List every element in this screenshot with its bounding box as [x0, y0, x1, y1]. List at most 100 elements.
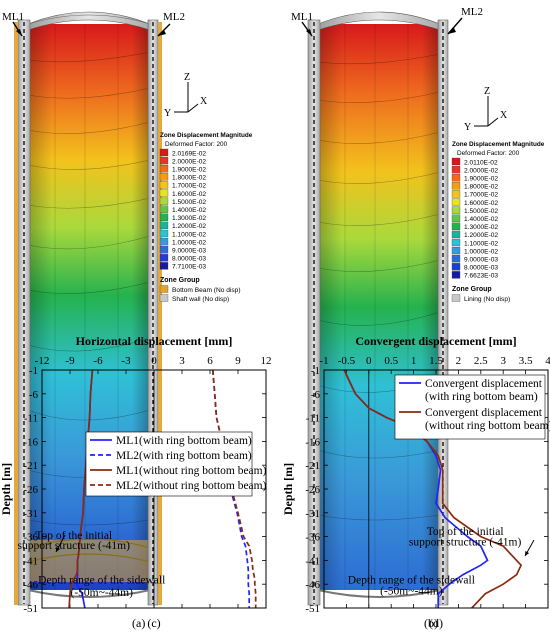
legend-swatch-b: [451, 255, 461, 263]
y-tick-label: -41: [305, 555, 320, 567]
legend-level-a: 1.4000E-02: [172, 207, 206, 214]
legend-swatch-a: [159, 246, 169, 254]
y-tick-label: -21: [23, 460, 38, 472]
y-tick-label: -16: [305, 436, 320, 448]
legend-level-b: 1.8000E-02: [464, 184, 498, 191]
annotation-text: (-50m~-44m): [71, 587, 134, 599]
legend-swatch-a: [159, 189, 169, 197]
legend-swatch-a: [159, 148, 169, 157]
x-tick-label: -1: [319, 355, 328, 367]
legend-level-a: 2.0000E-02: [172, 158, 206, 165]
series-line: [343, 370, 523, 608]
y-tick-label: -21: [305, 460, 320, 472]
legend-level-b: 1.4000E-02: [464, 216, 498, 223]
x-tick-label: 6: [207, 355, 213, 367]
annotation-text: support structure (-41m): [18, 540, 131, 552]
legend-swatch-a: [159, 262, 169, 270]
axis-y-label-b: Y: [464, 122, 471, 133]
legend-swatch-a: [159, 205, 169, 213]
series-group: [343, 370, 523, 608]
legend-level-b: 1.9000E-02: [464, 176, 498, 183]
legend-swatch-b: [451, 263, 461, 271]
axis-x-label-a: X: [200, 96, 208, 107]
y-tick-label: -36: [23, 532, 38, 544]
y-tick-label: -31: [305, 508, 320, 520]
legend-deformed-a: Deformed Factor: 200: [165, 141, 228, 148]
x-tick-label: 0: [366, 355, 372, 367]
annotation-text: (-50m~-44m): [380, 586, 443, 598]
chart-c: Horizontal displacement [mm] Depth [m] -12…: [0, 334, 272, 630]
x-tick-label: 12: [261, 355, 272, 367]
legend-level-a: 2.0169E-02: [172, 150, 206, 157]
y-tick-label: -1: [29, 365, 38, 377]
legend-swatch-b: [451, 271, 461, 279]
legend-level-b: 1.0000E-02: [464, 248, 498, 255]
legend-swatch-b: [451, 206, 461, 214]
x-axis-title: Convergent displacement [mm]: [355, 334, 516, 348]
legend-swatch-b: [451, 222, 461, 230]
x-tick-label: -12: [35, 355, 50, 367]
legend-swatch-b: [451, 165, 461, 174]
legend-swatch-a: [159, 213, 169, 221]
y-axis-title: Depth [m]: [0, 463, 13, 515]
legend-title-b: Zone Displacement Magnitude: [452, 141, 545, 148]
legend-box: [85, 431, 253, 497]
group-title-b: Zone Group: [452, 286, 492, 293]
legend-level-b: 1.2000E-02: [464, 232, 498, 239]
chart-d: Convergent displacement [mm]Depth [m]-1-…: [281, 334, 550, 630]
group-swatch-a: [159, 294, 169, 302]
annotation-arrow-d: [524, 539, 535, 557]
ml1-label-a: ML1: [2, 11, 24, 23]
legend-level-a: 1.3000E-02: [172, 215, 206, 222]
legend-swatch-b: [451, 230, 461, 239]
legend-level-a: 1.5000E-02: [172, 199, 206, 206]
group-label-b: Lining (No disp): [464, 296, 510, 303]
y-tick-label: -6: [311, 389, 321, 401]
x-tick-label: 1: [411, 355, 417, 367]
legend-swatch-a: [159, 181, 169, 189]
ml2-label-a: ML2: [163, 11, 185, 23]
annotation-arrow-c: [55, 534, 66, 553]
plot-frame: [323, 369, 549, 609]
legend-swatch-a: [159, 156, 169, 165]
y-tick-label: -11: [24, 413, 38, 425]
legend-swatch-a: [159, 237, 169, 246]
x-tick-label: -9: [65, 355, 75, 367]
legend-entry: Convergent displacement (with ring bottom…: [425, 378, 543, 403]
legend-deformed-b: Deformed Factor: 200: [457, 150, 520, 157]
y-axis-title: Depth [m]: [281, 463, 295, 515]
x-tick-label: 3: [179, 355, 185, 367]
legend-swatch-b: [451, 190, 461, 198]
legend-level-a: 1.6000E-02: [172, 191, 206, 198]
caption-d: (d): [429, 616, 443, 630]
legend-level-b: 1.1000E-02: [464, 240, 498, 247]
y-tick-label: -11: [306, 413, 320, 425]
ml2-label-b: ML2: [461, 6, 483, 18]
x-tick-label: 3: [500, 355, 506, 367]
x-tick-label: -6: [93, 355, 103, 367]
y-tick-label: -36: [305, 532, 320, 544]
axis-x-label-b: X: [500, 110, 508, 121]
annotation-text: Top of the initial: [427, 526, 504, 538]
legend-level-b: 2.0110E-02: [464, 159, 498, 166]
legend-level-b: 1.7000E-02: [464, 192, 498, 199]
ml2-arrow-b: [447, 17, 463, 35]
legend-level-b: 1.6000E-02: [464, 200, 498, 207]
legend-box: [394, 374, 546, 440]
legend-level-a: 1.8000E-02: [172, 175, 206, 182]
y-tick-label: -46: [23, 579, 38, 591]
axis-triad-b: [474, 96, 499, 127]
legend-level-b: 1.5000E-02: [464, 208, 498, 215]
x-tick-label: 2: [456, 355, 462, 367]
axis-y-label-a: Y: [164, 108, 171, 119]
chart-legend: Convergent displacement (with ring bottom…: [394, 374, 550, 440]
legend-level-a: 1.9000E-02: [172, 167, 206, 174]
legend-swatch-a: [159, 229, 169, 238]
y-tick-label: -1: [311, 365, 320, 377]
panel-b: ML1 ML2 Z Y X Zone Displacement Magnitud…: [291, 6, 545, 630]
legend-level-b: 8.0000E-03: [464, 265, 498, 272]
annotation-text: Depth range of the sidewall: [348, 575, 475, 587]
x-tick-label: 0: [151, 355, 157, 367]
shaft-model-b: [307, 11, 449, 606]
